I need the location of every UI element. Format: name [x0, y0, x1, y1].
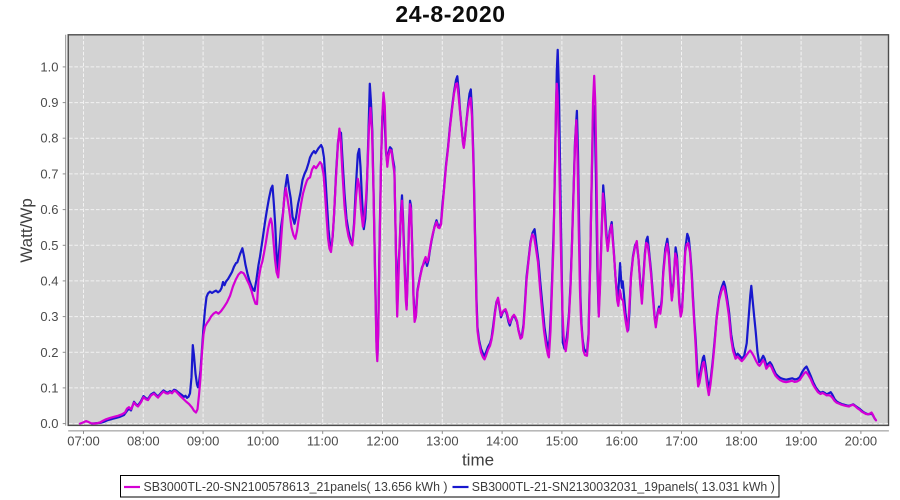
svg-text:0.3: 0.3 — [40, 309, 58, 324]
svg-text:1.0: 1.0 — [40, 59, 58, 74]
svg-text:0.9: 0.9 — [40, 95, 58, 110]
svg-text:0.8: 0.8 — [40, 131, 58, 146]
svg-text:15:00: 15:00 — [546, 434, 579, 449]
svg-text:12:00: 12:00 — [366, 434, 399, 449]
svg-text:08:00: 08:00 — [127, 434, 160, 449]
svg-text:SB3000TL-20-SN2100578613_21pan: SB3000TL-20-SN2100578613_21panels( 13.65… — [144, 480, 448, 494]
svg-text:07:00: 07:00 — [67, 434, 100, 449]
svg-text:16:00: 16:00 — [605, 434, 638, 449]
svg-text:0.7: 0.7 — [40, 166, 58, 181]
svg-text:11:00: 11:00 — [307, 434, 339, 449]
svg-text:18:00: 18:00 — [725, 434, 758, 449]
svg-text:0.5: 0.5 — [40, 238, 58, 253]
svg-text:10:00: 10:00 — [247, 434, 280, 449]
svg-text:0.4: 0.4 — [40, 273, 58, 288]
svg-text:0.1: 0.1 — [40, 380, 58, 395]
svg-text:19:00: 19:00 — [785, 434, 818, 449]
svg-text:24-8-2020: 24-8-2020 — [395, 1, 505, 27]
svg-text:time: time — [462, 451, 494, 470]
svg-text:14:00: 14:00 — [486, 434, 519, 449]
svg-text:0.6: 0.6 — [40, 202, 58, 217]
svg-text:09:00: 09:00 — [187, 434, 220, 449]
svg-text:20:00: 20:00 — [845, 434, 878, 449]
svg-text:13:00: 13:00 — [426, 434, 459, 449]
svg-text:0.2: 0.2 — [40, 345, 58, 360]
svg-text:Watt/Wp: Watt/Wp — [17, 198, 36, 263]
svg-text:SB3000TL-21-SN2130032031_19pan: SB3000TL-21-SN2130032031_19panels( 13.03… — [472, 480, 775, 494]
svg-text:17:00: 17:00 — [665, 434, 698, 449]
svg-text:0.0: 0.0 — [40, 416, 58, 431]
